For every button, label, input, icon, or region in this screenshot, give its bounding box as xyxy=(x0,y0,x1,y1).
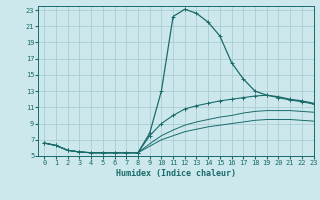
X-axis label: Humidex (Indice chaleur): Humidex (Indice chaleur) xyxy=(116,169,236,178)
